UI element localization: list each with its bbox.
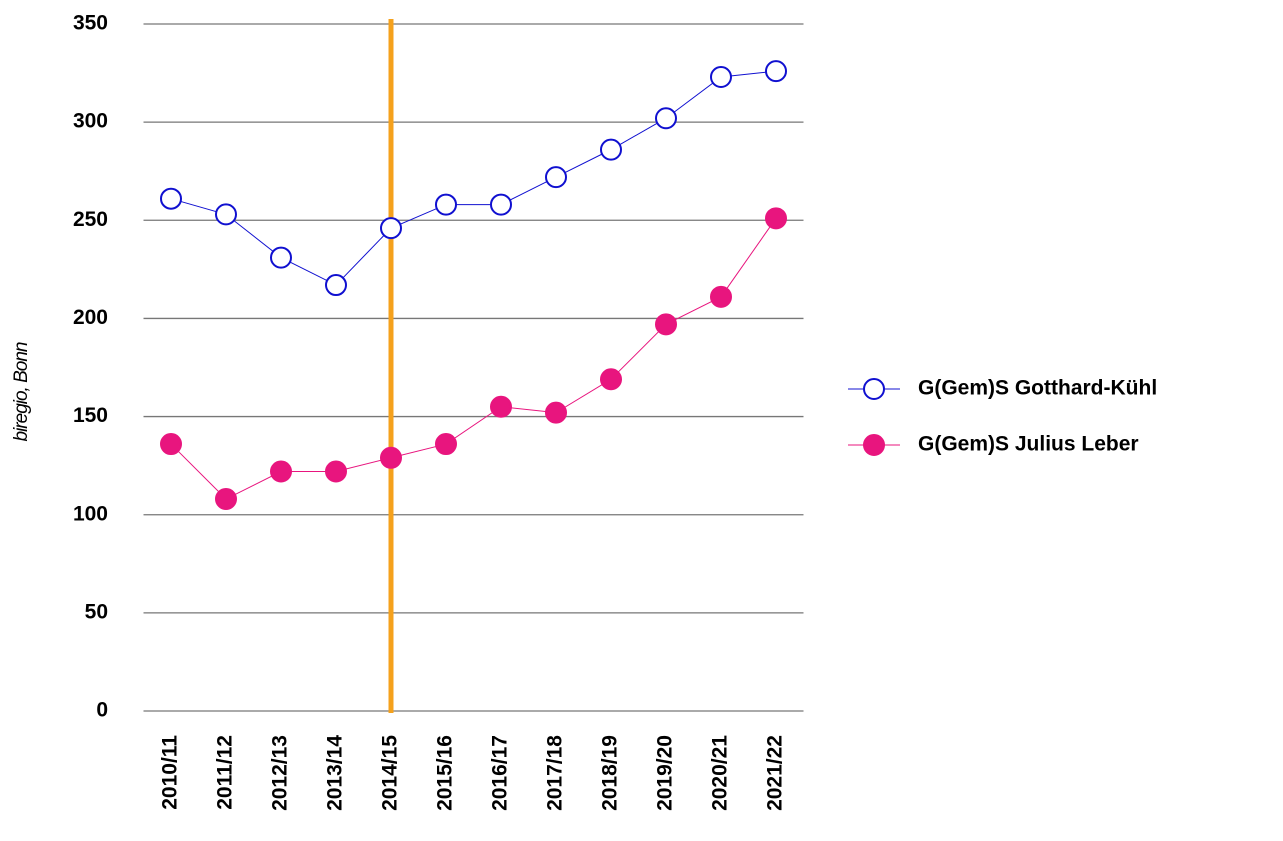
y-tick-label: 150 — [73, 404, 108, 427]
x-tick-label: 2019/20 — [654, 735, 677, 811]
y-tick-label: 300 — [73, 110, 108, 133]
legend-label: G(Gem)S Gotthard-Kühl — [918, 377, 1157, 400]
x-tick-label: 2018/19 — [599, 735, 622, 811]
data-point — [270, 460, 292, 483]
x-tick-label: 2016/17 — [489, 735, 512, 811]
legend-marker — [863, 378, 885, 400]
series-line — [170, 218, 777, 500]
x-tick-label: 2014/15 — [379, 735, 402, 811]
data-point — [765, 207, 787, 230]
data-point — [710, 285, 732, 308]
data-point — [545, 166, 567, 189]
data-point — [655, 313, 677, 336]
x-tick-label: 2021/22 — [764, 735, 787, 811]
y-tick-label: 50 — [85, 600, 108, 623]
y-tick-label: 0 — [96, 699, 108, 722]
x-tick-label: 2010/11 — [159, 735, 182, 810]
x-tick-label: 2015/16 — [434, 735, 457, 811]
data-point — [600, 138, 622, 161]
x-tick-label: 2013/14 — [324, 735, 347, 811]
x-tick-label: 2017/18 — [544, 735, 567, 811]
data-point — [710, 65, 732, 88]
data-point — [765, 60, 787, 83]
data-point — [215, 203, 237, 226]
legend-marker — [863, 434, 885, 456]
data-point — [380, 217, 402, 240]
data-point — [435, 433, 457, 456]
data-point — [325, 274, 347, 297]
data-point — [545, 401, 567, 424]
data-point — [490, 193, 512, 216]
x-tick-label: 2011/12 — [214, 735, 237, 810]
data-point — [380, 446, 402, 469]
x-tick-label: 2020/21 — [709, 735, 732, 811]
data-point — [600, 368, 622, 391]
data-point — [490, 395, 512, 418]
data-point — [160, 433, 182, 456]
x-tick-label: 2012/13 — [269, 735, 292, 811]
data-point — [655, 107, 677, 130]
y-tick-label: 350 — [73, 12, 108, 35]
y-tick-label: 250 — [73, 208, 108, 231]
y-axis-label: biregio, Bonn — [11, 342, 32, 441]
data-point — [435, 193, 457, 216]
data-point — [215, 488, 237, 511]
data-point — [270, 246, 292, 269]
y-tick-label: 200 — [73, 306, 108, 329]
data-point — [325, 460, 347, 483]
legend-label: G(Gem)S Julius Leber — [918, 433, 1139, 456]
y-tick-label: 100 — [73, 502, 108, 525]
data-point — [160, 187, 182, 210]
series-line — [170, 70, 777, 286]
